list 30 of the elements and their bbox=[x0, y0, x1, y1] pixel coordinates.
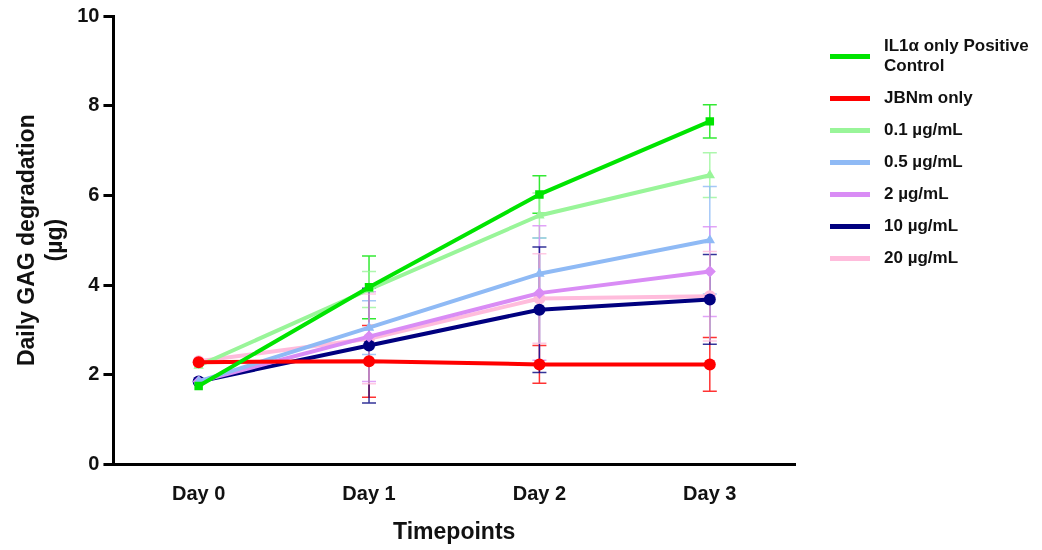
y-tick-label: 8 bbox=[88, 93, 100, 116]
point bbox=[363, 355, 376, 368]
point bbox=[705, 117, 715, 126]
legend-label: 0.1 µg/mL bbox=[884, 120, 964, 140]
legend-label: 2 µg/mL bbox=[884, 184, 950, 204]
legend-label: JBNm only bbox=[884, 88, 974, 108]
y-axis-title: Daily GAG degradation (µg) bbox=[13, 114, 67, 367]
y-tick-label: 6 bbox=[88, 182, 100, 205]
legend-label: IL1α only Positive Control bbox=[884, 36, 1030, 76]
y-tick-label: 0 bbox=[88, 451, 100, 474]
legend-label: 20 µg/mL bbox=[884, 248, 960, 268]
point bbox=[194, 381, 203, 391]
point bbox=[535, 190, 544, 199]
x-tick-label: Day 1 bbox=[342, 481, 396, 504]
x-axis-title: Timepoints bbox=[393, 517, 516, 544]
point bbox=[704, 169, 715, 179]
y-tick-label: 4 bbox=[88, 272, 101, 295]
y-tick-label: 2 bbox=[88, 362, 100, 385]
x-tick-label: Day 2 bbox=[512, 481, 567, 504]
legend-label: 10 µg/mL bbox=[884, 216, 960, 236]
point bbox=[363, 339, 376, 352]
x-tick-label: Day 3 bbox=[683, 481, 737, 504]
point bbox=[703, 358, 716, 371]
legend-label: 0.5 µg/mL bbox=[884, 152, 964, 172]
point bbox=[533, 303, 546, 316]
x-tick-label: Day 0 bbox=[171, 481, 226, 504]
point bbox=[533, 358, 546, 371]
y-tick-label: 10 bbox=[77, 3, 100, 26]
point bbox=[533, 287, 546, 300]
point bbox=[704, 234, 715, 244]
